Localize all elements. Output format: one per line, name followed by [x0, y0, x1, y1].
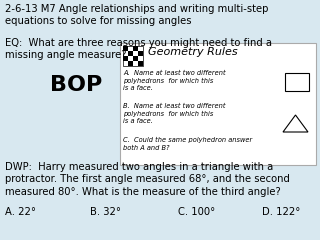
Text: DWP:  Harry measured two angles in a triangle with a
protractor. The first angle: DWP: Harry measured two angles in a tria…	[5, 162, 290, 197]
Text: B.  Name at least two different
polyhedrons  for which this
is a face.: B. Name at least two different polyhedro…	[123, 103, 226, 124]
Bar	[123, 46, 128, 51]
Bar	[133, 56, 138, 61]
Text: A. 22°: A. 22°	[5, 207, 36, 217]
Bar	[128, 56, 133, 61]
Bar	[123, 46, 143, 66]
Text: C. 100°: C. 100°	[178, 207, 215, 217]
Bar	[133, 61, 138, 66]
Bar	[133, 51, 138, 56]
Text: C.  Could the same polyhedron answer
both A and B?: C. Could the same polyhedron answer both…	[123, 137, 252, 151]
Polygon shape	[283, 115, 308, 132]
Bar	[138, 46, 143, 51]
Bar	[285, 73, 309, 91]
Text: B. 32°: B. 32°	[90, 207, 121, 217]
Bar	[133, 46, 138, 51]
Text: D. 122°: D. 122°	[262, 207, 300, 217]
Bar	[128, 61, 133, 66]
Bar	[138, 61, 143, 66]
Text: EQ:  What are three reasons you might need to find a
missing angle measure?: EQ: What are three reasons you might nee…	[5, 38, 272, 60]
Bar	[138, 56, 143, 61]
Bar	[120, 43, 316, 165]
Bar	[123, 51, 128, 56]
Text: BOP: BOP	[50, 75, 102, 95]
Text: A.  Name at least two different
polyhedrons  for which this
is a face.: A. Name at least two different polyhedro…	[123, 70, 226, 91]
Bar	[128, 51, 133, 56]
Bar	[123, 61, 128, 66]
Bar	[138, 51, 143, 56]
Bar	[128, 46, 133, 51]
Bar	[123, 56, 128, 61]
Text: Geometry Rules: Geometry Rules	[148, 47, 238, 57]
Text: 2-6-13 M7 Angle relationships and writing multi-step
equations to solve for miss: 2-6-13 M7 Angle relationships and writin…	[5, 4, 268, 26]
